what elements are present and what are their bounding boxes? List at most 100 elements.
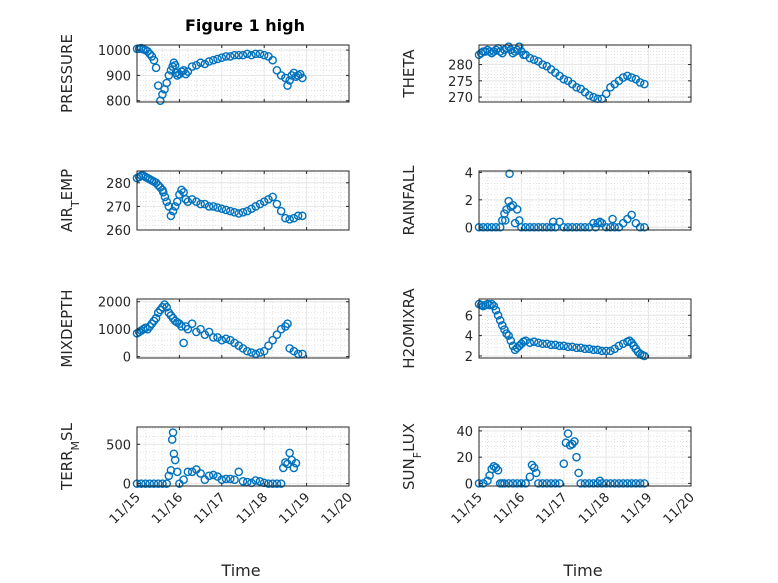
data-point (298, 349, 307, 359)
data-point (555, 217, 564, 227)
data-point (251, 202, 261, 211)
data-point (487, 222, 497, 232)
data-point (559, 74, 569, 84)
axes-background (137, 299, 349, 358)
data-point (181, 69, 191, 79)
data-point (593, 345, 603, 355)
data-point (238, 207, 248, 217)
data-point (183, 197, 193, 206)
data-point (506, 336, 516, 346)
data-point (529, 222, 539, 232)
y-tick-label: 280 (106, 177, 131, 192)
data-point (534, 338, 543, 348)
y-tick-label: 0 (123, 478, 131, 493)
data-point (601, 89, 611, 99)
data-point (179, 338, 188, 348)
data-point (213, 54, 222, 64)
data-point (281, 213, 290, 223)
data-point (601, 479, 611, 488)
data-point (242, 206, 252, 216)
data-point (149, 479, 159, 488)
data-point (559, 222, 569, 232)
data-point (521, 479, 530, 488)
data-point (272, 66, 282, 75)
y-tick-label: 0 (123, 351, 131, 366)
data-point (196, 199, 205, 209)
y-tick-label: 500 (106, 438, 131, 453)
data-point (551, 222, 560, 232)
data-point (221, 205, 231, 215)
data-point (555, 341, 564, 351)
data-point (289, 463, 299, 473)
data-point (567, 222, 577, 232)
data-point (606, 346, 615, 356)
data-point (572, 452, 581, 462)
data-point (542, 339, 552, 349)
data-point (196, 58, 205, 68)
data-point (255, 476, 265, 486)
data-point (500, 216, 510, 225)
data-point (521, 336, 530, 346)
y-axis-label-part: PRESSURE (58, 34, 76, 113)
data-point (217, 53, 227, 62)
data-point (151, 178, 161, 188)
data-point (610, 222, 619, 232)
data-point (158, 187, 168, 197)
data-point (221, 334, 231, 344)
data-point (221, 474, 231, 484)
data-point (572, 222, 581, 232)
data-point (234, 467, 244, 477)
data-point (179, 475, 188, 485)
data-point (491, 222, 501, 232)
data-point (225, 474, 235, 484)
data-point (242, 49, 252, 59)
data-point (145, 49, 155, 59)
y-axis-label-part: THETA (400, 49, 418, 99)
data-point (209, 202, 218, 211)
data-point (168, 206, 178, 216)
data-point (635, 479, 645, 488)
data-point (170, 202, 180, 211)
data-point (538, 60, 547, 69)
data-point (217, 335, 227, 345)
data-point (289, 346, 299, 356)
y-axis-label: H2OMIXRA (400, 288, 418, 369)
data-point (285, 344, 294, 353)
data-point (584, 91, 594, 100)
y-axis-label-part: SL (58, 422, 76, 441)
data-point (153, 81, 163, 90)
x-tick-label: 11/18 (234, 490, 271, 527)
y-tick-label: 4 (465, 330, 473, 345)
data-point (623, 479, 632, 488)
data-point (162, 479, 171, 488)
data-point (200, 59, 210, 69)
data-point (264, 195, 273, 204)
data-point (563, 342, 573, 352)
data-point (293, 349, 303, 359)
data-point (164, 202, 174, 211)
data-point (251, 476, 261, 485)
data-point (151, 313, 161, 323)
data-point (285, 215, 294, 224)
data-point (255, 49, 265, 59)
data-point (264, 479, 273, 488)
axes-background (479, 427, 691, 486)
y-tick-label: 270 (106, 200, 131, 215)
y-axis-label-part: AIR (58, 207, 76, 232)
axes-box (136, 298, 350, 359)
data-point (234, 341, 244, 350)
subplot-4: 0 2 4 RAINFALL (400, 165, 692, 236)
data-point (493, 465, 503, 475)
y-axis-label-part: TERR (58, 450, 76, 491)
data-point (298, 211, 307, 221)
data-point (597, 346, 607, 356)
data-point (172, 467, 182, 477)
data-point (247, 348, 256, 357)
y-axis-label: AIRTEMP (58, 169, 82, 232)
data-point (149, 55, 159, 65)
data-point (576, 343, 586, 353)
data-point (510, 47, 520, 56)
data-point (493, 310, 503, 320)
data-point (170, 455, 180, 465)
